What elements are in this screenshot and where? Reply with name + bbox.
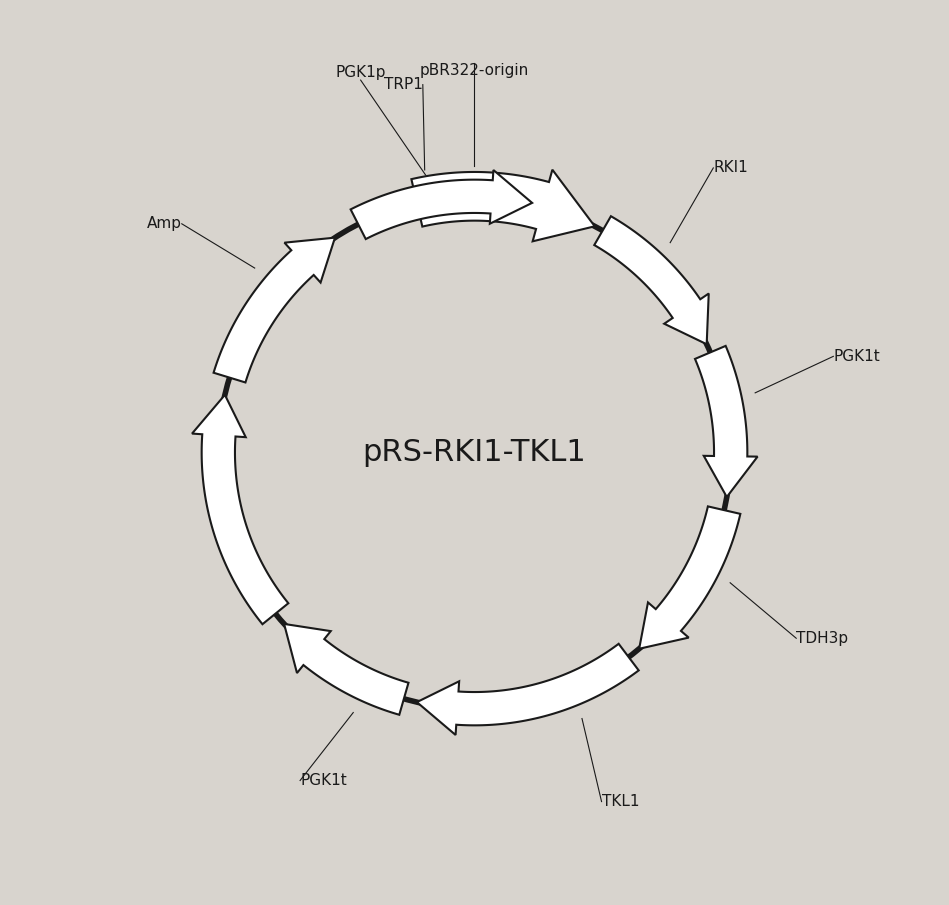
Text: TDH3p: TDH3p [796,631,848,646]
Text: TKL1: TKL1 [602,794,639,809]
Text: RKI1: RKI1 [714,160,748,176]
Polygon shape [594,216,709,344]
Polygon shape [417,643,639,735]
Polygon shape [192,395,288,624]
Text: pBR322-origin: pBR322-origin [419,63,530,78]
Polygon shape [640,507,740,649]
Text: pRS-RKI1-TKL1: pRS-RKI1-TKL1 [363,438,586,467]
Text: PGK1t: PGK1t [833,348,880,364]
Polygon shape [284,624,408,715]
Text: PGK1p: PGK1p [335,65,386,81]
Polygon shape [695,346,757,497]
Text: TRP1: TRP1 [384,77,423,92]
Text: PGK1t: PGK1t [300,773,346,788]
Text: Amp: Amp [147,216,182,232]
Polygon shape [412,169,595,242]
Polygon shape [350,170,532,239]
Polygon shape [214,238,335,383]
